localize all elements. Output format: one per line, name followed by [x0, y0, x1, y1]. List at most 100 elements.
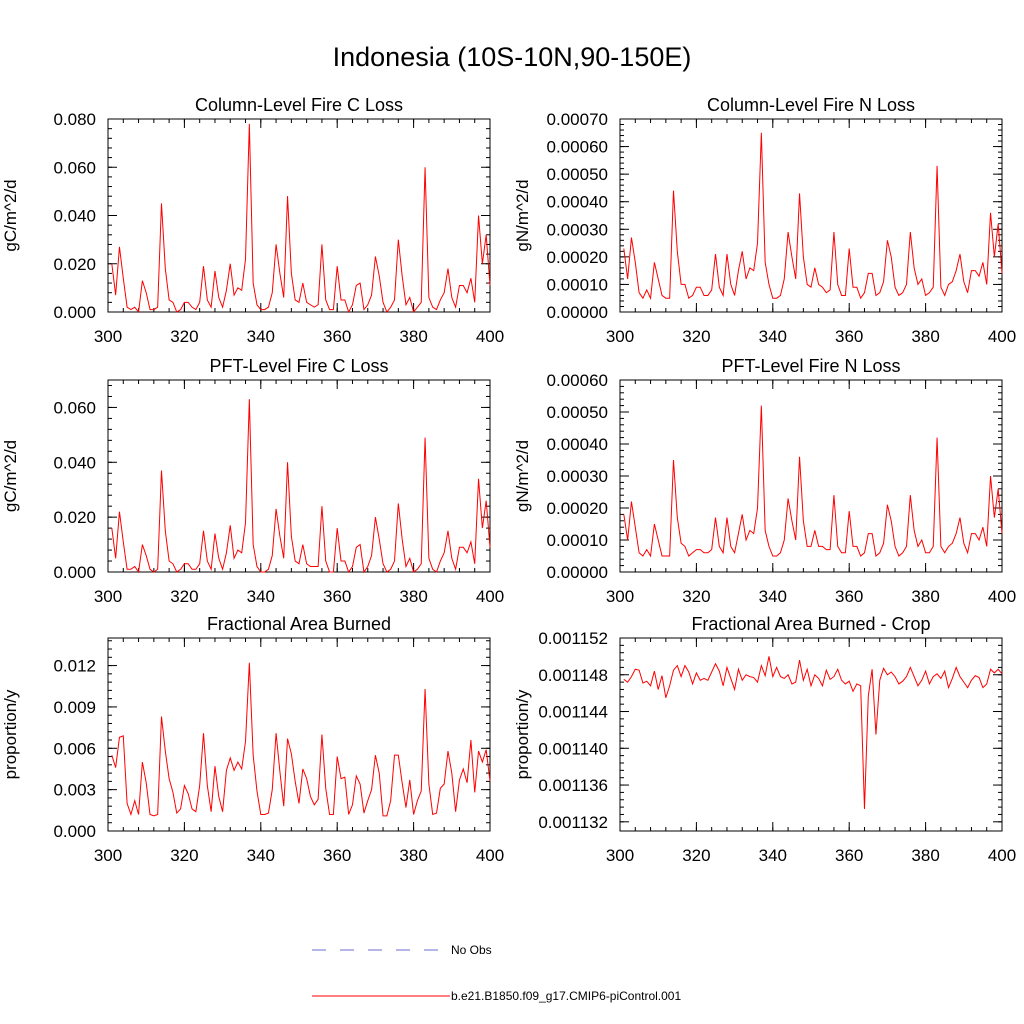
- series-line-1: [111, 123, 491, 314]
- x-tick-label: 380: [399, 846, 427, 865]
- y-tick-label: 0.00070: [547, 110, 608, 129]
- panel-title: Fractional Area Burned - Crop: [691, 614, 930, 634]
- y-tick-label: 0.000: [53, 822, 96, 841]
- y-axis-label: gC/m^2/d: [1, 179, 20, 251]
- plot-frame: [619, 118, 1003, 313]
- panel-3: 300 320 340 360 380 400 0.000 0.020 0.040 0.060 PF…: [1, 356, 504, 606]
- x-tick-label: 320: [682, 846, 710, 865]
- x-tick-label: 360: [323, 327, 351, 346]
- plot-frame: [107, 118, 491, 313]
- panels-group: 300 320 340 360 380 400 0.000 0.020 0.040 0.060 0.…: [1, 95, 1016, 865]
- x-tick-label: 340: [247, 327, 275, 346]
- y-tick-label: 0.020: [53, 255, 96, 274]
- panel-5: 300 320 340 360 380 400 0.000 0.003 0.006 0.009 0.…: [1, 614, 504, 865]
- y-tick-label: 0.001136: [538, 776, 608, 795]
- y-tick-label: 0.00010: [547, 275, 608, 294]
- y-axis-label: proportion/y: [513, 689, 532, 779]
- y-tick-label: 0.00010: [547, 531, 608, 550]
- x-tick-label: 300: [606, 587, 634, 606]
- x-tick-label: 380: [911, 327, 939, 346]
- x-tick-label: 380: [399, 587, 427, 606]
- y-tick-label: 0.001148: [538, 666, 608, 685]
- panel-4: 300 320 340 360 380 400 0.00000 0.00010 0.00020 0…: [513, 356, 1016, 606]
- x-tick-label: 300: [94, 587, 122, 606]
- y-tick-label: 0.060: [53, 398, 96, 417]
- panel-2: 300 320 340 360 380 400 0.00000 0.00010 0.00020 0…: [513, 95, 1016, 346]
- x-tick-label: 340: [759, 846, 787, 865]
- y-tick-label: 0.006: [53, 739, 96, 758]
- y-tick-label: 0.080: [53, 110, 96, 129]
- y-tick-label: 0.003: [53, 781, 96, 800]
- plot-frame: [619, 637, 1003, 832]
- x-tick-label: 360: [835, 327, 863, 346]
- y-tick-label: 0.00000: [547, 563, 608, 582]
- y-tick-label: 0.00000: [547, 303, 608, 322]
- x-tick-label: 380: [911, 587, 939, 606]
- y-tick-label: 0.00040: [547, 435, 608, 454]
- x-tick-label: 300: [94, 846, 122, 865]
- y-tick-label: 0.00050: [547, 165, 608, 184]
- x-tick-label: 400: [476, 327, 504, 346]
- series-line-1: [623, 656, 1003, 809]
- x-tick-label: 320: [170, 846, 198, 865]
- x-tick-label: 380: [399, 327, 427, 346]
- y-tick-label: 0.040: [53, 207, 96, 226]
- x-tick-label: 340: [247, 846, 275, 865]
- x-tick-label: 340: [247, 587, 275, 606]
- series-line-1: [111, 662, 491, 817]
- y-tick-label: 0.001140: [538, 739, 608, 758]
- panel-title: Column-Level Fire C Loss: [195, 95, 403, 115]
- y-tick-label: 0.001132: [538, 813, 608, 832]
- x-tick-label: 360: [835, 587, 863, 606]
- plot-frame: [107, 379, 491, 573]
- y-axis-label: gN/m^2/d: [513, 179, 532, 251]
- y-tick-label: 0.00060: [547, 371, 608, 390]
- y-tick-label: 0.00030: [547, 467, 608, 486]
- y-tick-label: 0.001144: [538, 703, 608, 722]
- legend-label-no-obs: No Obs: [451, 943, 492, 957]
- y-tick-label: 0.040: [53, 453, 96, 472]
- y-axis-label: gC/m^2/d: [1, 440, 20, 512]
- x-tick-label: 320: [170, 327, 198, 346]
- y-tick-label: 0.020: [53, 508, 96, 527]
- x-tick-label: 300: [94, 327, 122, 346]
- x-tick-label: 320: [682, 587, 710, 606]
- series-line-1: [111, 399, 491, 574]
- y-axis-label: proportion/y: [1, 689, 20, 779]
- x-tick-label: 400: [988, 846, 1016, 865]
- series-line-1: [623, 405, 1003, 558]
- y-tick-label: 0.00030: [547, 220, 608, 239]
- x-tick-label: 360: [835, 846, 863, 865]
- y-tick-label: 0.00020: [547, 248, 608, 267]
- x-tick-label: 400: [988, 587, 1016, 606]
- x-tick-label: 300: [606, 846, 634, 865]
- y-tick-label: 0.000: [53, 563, 96, 582]
- panel-6: 300 320 340 360 380 400 0.001132 0.001136 0.0011…: [513, 614, 1016, 865]
- y-tick-label: 0.060: [53, 158, 96, 177]
- x-tick-label: 360: [323, 587, 351, 606]
- panel-title: PFT-Level Fire C Loss: [209, 356, 388, 376]
- x-tick-label: 400: [988, 327, 1016, 346]
- x-tick-label: 340: [759, 587, 787, 606]
- figure-title: Indonesia (10S-10N,90-150E): [332, 42, 692, 72]
- x-tick-label: 300: [606, 327, 634, 346]
- panel-title: PFT-Level Fire N Loss: [721, 356, 900, 376]
- y-tick-label: 0.00020: [547, 499, 608, 518]
- y-tick-label: 0.009: [53, 698, 96, 717]
- x-tick-label: 320: [170, 587, 198, 606]
- panel-title: Fractional Area Burned: [207, 614, 391, 634]
- y-tick-label: 0.012: [53, 657, 96, 676]
- y-tick-label: 0.000: [53, 303, 96, 322]
- x-tick-label: 380: [911, 846, 939, 865]
- panel-1: 300 320 340 360 380 400 0.000 0.020 0.040 0.060 0.…: [1, 95, 504, 346]
- x-tick-label: 340: [759, 327, 787, 346]
- y-tick-label: 0.00050: [547, 403, 608, 422]
- legend: No Obs b.e21.B1850.f09_g17.CMIP6-piContr…: [312, 943, 681, 1003]
- plot-frame: [107, 637, 491, 832]
- series-line-1: [623, 132, 1003, 301]
- plot-frame: [619, 379, 1003, 573]
- y-tick-label: 0.00040: [547, 193, 608, 212]
- x-tick-label: 320: [682, 327, 710, 346]
- x-tick-label: 400: [476, 587, 504, 606]
